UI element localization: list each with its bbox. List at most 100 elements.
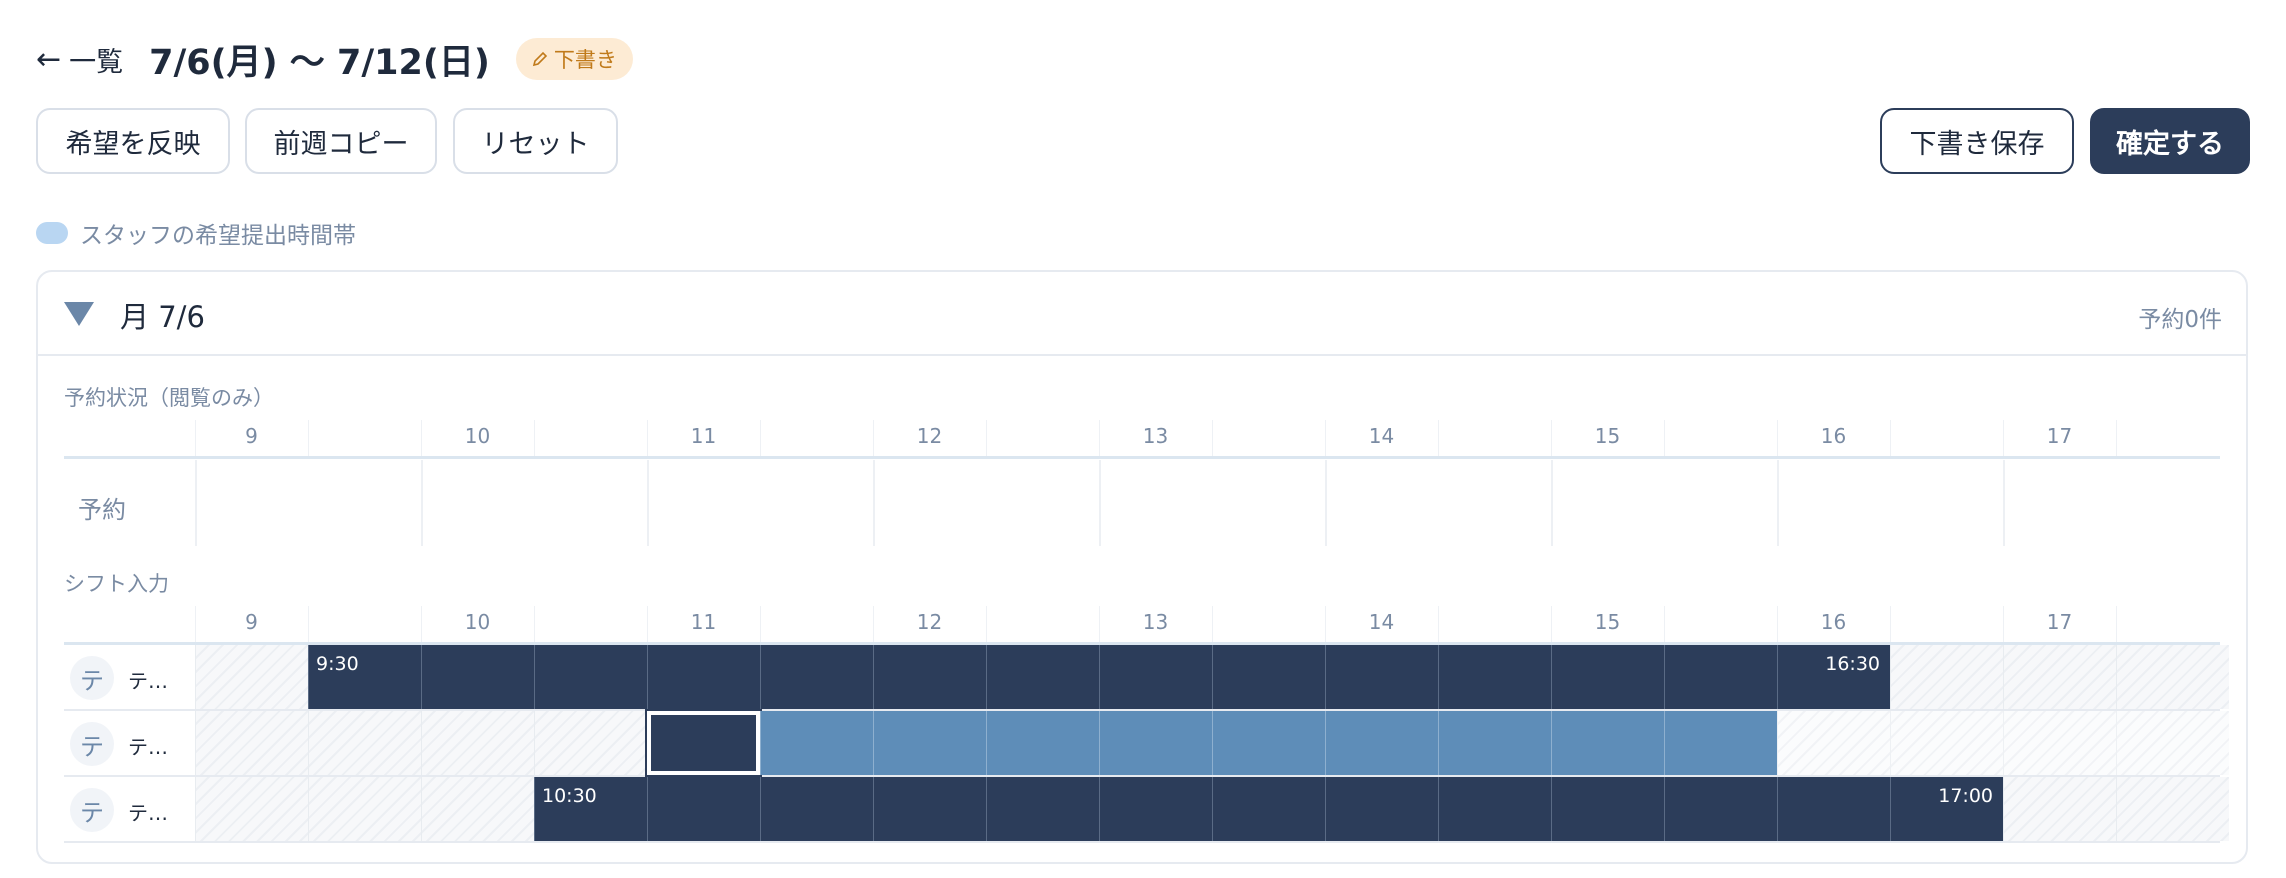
- shift-slot-assigned[interactable]: [1212, 645, 1325, 709]
- reservation-row: 予約: [64, 460, 2220, 546]
- reservation-cell: [421, 460, 647, 546]
- shift-slot-assigned[interactable]: [534, 645, 647, 709]
- reset-button[interactable]: リセット: [453, 108, 618, 174]
- grid-tick: [1212, 420, 1213, 456]
- hour-label: 11: [690, 610, 717, 634]
- shift-slot-empty[interactable]: [2116, 777, 2229, 841]
- shift-slot-empty[interactable]: [421, 777, 534, 841]
- shift-slot-assigned[interactable]: [1325, 777, 1438, 841]
- confirm-button[interactable]: 確定する: [2090, 108, 2250, 174]
- shift-section-title: シフト入力: [64, 572, 169, 596]
- shift-slot-requested[interactable]: [1212, 711, 1325, 775]
- shift-slot-assigned[interactable]: [760, 645, 873, 709]
- shift-slot-assigned[interactable]: [1777, 645, 1890, 709]
- shift-slot-requested[interactable]: [1551, 711, 1664, 775]
- reservation-cell: [647, 460, 873, 546]
- back-to-list-link[interactable]: ← 一覧: [36, 40, 123, 79]
- shift-slot-requested[interactable]: [1099, 711, 1212, 775]
- shift-slot-empty[interactable]: [1890, 645, 2003, 709]
- shift-slot-assigned[interactable]: [1890, 777, 2003, 841]
- staff-name: テ…: [128, 669, 168, 693]
- legend-label: スタッフの希望提出時間帯: [80, 223, 356, 249]
- shift-slot-assigned[interactable]: [421, 645, 534, 709]
- shift-slot-requested[interactable]: [1664, 711, 1777, 775]
- shift-slot-assigned[interactable]: [1438, 645, 1551, 709]
- shift-slot-assigned[interactable]: [873, 777, 986, 841]
- shift-slot-assigned[interactable]: [308, 645, 421, 709]
- grid-tick: [1212, 606, 1213, 642]
- shift-slot-empty[interactable]: [421, 711, 534, 775]
- collapse-triangle-icon[interactable]: [64, 302, 94, 326]
- hour-label: 14: [1368, 610, 1395, 634]
- shift-slot-empty[interactable]: [534, 711, 647, 775]
- shift-slot-assigned[interactable]: [873, 645, 986, 709]
- grid-tick: [1325, 420, 1326, 456]
- grid-tick: [1438, 420, 1439, 456]
- shift-slot-assigned[interactable]: [1438, 777, 1551, 841]
- shift-slot-assigned[interactable]: [647, 777, 760, 841]
- shift-slot-requested[interactable]: [986, 711, 1099, 775]
- shift-slot-assigned[interactable]: [647, 645, 760, 709]
- shift-slot-assigned[interactable]: [1551, 645, 1664, 709]
- shift-slot-assigned[interactable]: [1664, 645, 1777, 709]
- hour-label: 17: [2046, 424, 2073, 448]
- shift-slot-selected[interactable]: [645, 709, 762, 777]
- legend: スタッフの希望提出時間帯: [36, 216, 356, 250]
- grid-tick: [1325, 606, 1326, 642]
- grid-tick: [986, 420, 987, 456]
- shift-slot-requested[interactable]: [873, 711, 986, 775]
- reservation-cell: [873, 460, 1099, 546]
- hour-label: 13: [1142, 424, 1169, 448]
- day-panel-header[interactable]: 月 7/6 予約0件: [38, 272, 2246, 356]
- hour-label: 9: [245, 424, 258, 448]
- shift-slot-empty[interactable]: [195, 711, 308, 775]
- shift-slot-assigned[interactable]: [760, 777, 873, 841]
- shift-slot-requested[interactable]: [1325, 711, 1438, 775]
- copy-last-week-button[interactable]: 前週コピー: [245, 108, 437, 174]
- shift-slot-empty[interactable]: [1777, 711, 1890, 775]
- hour-label: 17: [2046, 610, 2073, 634]
- hour-label: 16: [1820, 424, 1847, 448]
- shift-slot-assigned[interactable]: [986, 777, 1099, 841]
- grid-tick: [1099, 606, 1100, 642]
- reservation-row-label: 予約: [78, 496, 126, 524]
- grid-tick: [534, 606, 535, 642]
- shift-slot-empty[interactable]: [2116, 711, 2229, 775]
- shift-slot-requested[interactable]: [760, 711, 873, 775]
- shift-slot-empty[interactable]: [308, 777, 421, 841]
- grid-tick: [1777, 606, 1778, 642]
- save-draft-button[interactable]: 下書き保存: [1880, 108, 2074, 174]
- shift-slot-assigned[interactable]: [1099, 777, 1212, 841]
- hour-label: 15: [1594, 424, 1621, 448]
- grid-tick: [2003, 420, 2004, 456]
- grid-tick: [760, 606, 761, 642]
- staff-row: テ テ… 10:30 17:00: [64, 777, 2229, 843]
- shift-slot-assigned[interactable]: [534, 777, 647, 841]
- avatar: テ: [70, 722, 114, 766]
- back-label: 一覧: [69, 46, 124, 78]
- shift-slot-assigned[interactable]: [986, 645, 1099, 709]
- day-label: 月 7/6: [120, 300, 205, 334]
- shift-slot-assigned[interactable]: [1777, 777, 1890, 841]
- grid-tick: [421, 606, 422, 642]
- shift-slot-assigned[interactable]: [1099, 645, 1212, 709]
- shift-slot-assigned[interactable]: [1664, 777, 1777, 841]
- shift-slot-empty[interactable]: [195, 777, 308, 841]
- shift-slot-assigned[interactable]: [1212, 777, 1325, 841]
- apply-requests-button[interactable]: 希望を反映: [36, 108, 230, 174]
- shift-slot-empty[interactable]: [1890, 711, 2003, 775]
- shift-slot-empty[interactable]: [308, 711, 421, 775]
- grid-tick: [2003, 606, 2004, 642]
- shift-slot-assigned[interactable]: [1325, 645, 1438, 709]
- shift-slot-assigned[interactable]: [1551, 777, 1664, 841]
- grid-tick: [986, 606, 987, 642]
- shift-slot-empty[interactable]: [2003, 777, 2116, 841]
- pencil-icon: [532, 51, 547, 67]
- shift-slot-empty[interactable]: [2116, 645, 2229, 709]
- shift-slot-empty[interactable]: [2003, 645, 2116, 709]
- shift-slot-empty[interactable]: [2003, 711, 2116, 775]
- shift-slot-requested[interactable]: [1438, 711, 1551, 775]
- shift-slot-empty[interactable]: [195, 645, 308, 709]
- grid-tick: [1099, 420, 1100, 456]
- page-header: ← 一覧 7/6(月) 〜 7/12(日) 下書き: [36, 34, 633, 84]
